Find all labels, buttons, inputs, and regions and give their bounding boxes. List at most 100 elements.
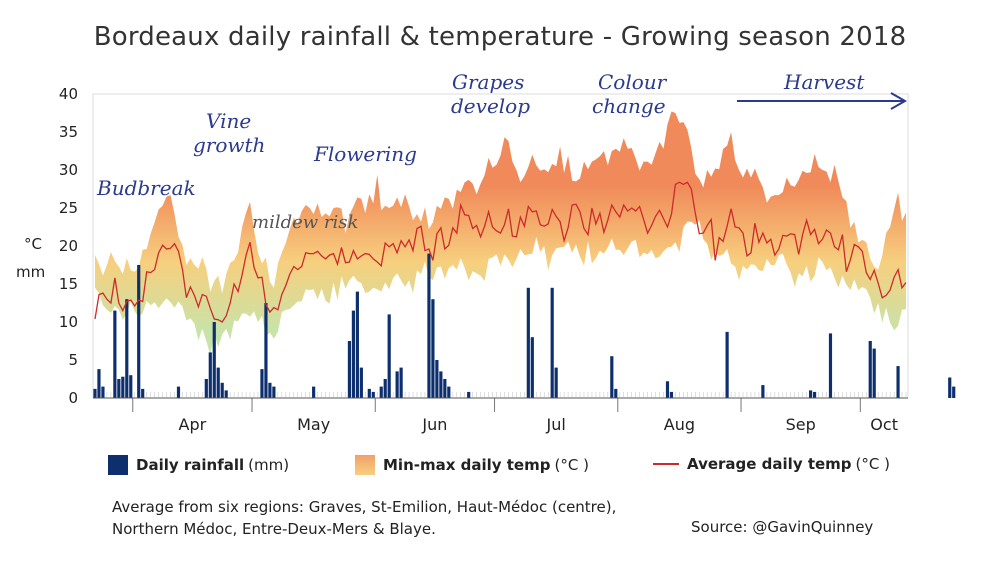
rainfall-bar [447, 386, 451, 398]
annotation-harvest: Harvest [783, 70, 865, 94]
rainfall-bar [439, 371, 443, 398]
x-month-label: May [297, 415, 330, 434]
legend-avg-temp-label: Average daily temp [687, 455, 852, 473]
annotation-vine-growth-line1: Vine [206, 109, 251, 133]
rainfall-bar [948, 377, 952, 398]
y-tick-label: 20 [59, 237, 78, 255]
rainfall-bar [141, 388, 145, 398]
rainfall-bar [351, 310, 355, 398]
rainfall-bar [367, 388, 371, 398]
legend-rainfall-label: Daily rainfall [136, 456, 245, 474]
rainfall-bar [121, 376, 125, 398]
x-month-label: Jun [421, 415, 447, 434]
rainfall-bar [93, 388, 97, 398]
rainfall-bar [224, 390, 228, 398]
y-unit-mm: mm [16, 263, 45, 281]
legend-rainfall-unit: (mm) [248, 456, 290, 474]
rainfall-bar [443, 379, 447, 398]
rainfall-bar [467, 391, 471, 398]
annotation-vine-growth-line2: growth [193, 133, 265, 157]
annotation-mildew-risk: mildew risk [252, 212, 358, 233]
source-credit: Source: @GavinQuinney [691, 518, 874, 536]
rainfall-bar [614, 388, 618, 398]
harvest-arrow-icon [737, 92, 908, 110]
rainfall-bar [355, 291, 359, 398]
rainfall-bar [665, 381, 670, 398]
annotation-colour-change: Colour change [592, 70, 668, 118]
y-tick-label: 15 [59, 275, 78, 293]
rainfall-bar [387, 314, 391, 398]
rainfall-bar [347, 341, 352, 398]
x-month-label: Jul [546, 415, 566, 434]
x-month-label: Oct [870, 415, 898, 434]
rainfall-bar [359, 367, 363, 398]
rainfall-bar [97, 369, 101, 398]
rainfall-bar [872, 348, 876, 398]
rainfall-bar [809, 390, 813, 398]
annotation-grapes-develop-line2: develop [451, 94, 530, 118]
annotation-flowering: Flowering [313, 142, 417, 166]
y-tick-label: 10 [59, 313, 78, 331]
y-tick-label: 40 [59, 85, 78, 103]
y-tick-label: 35 [59, 123, 78, 141]
y-tick-label: 0 [68, 389, 78, 407]
x-month-label: Sep [786, 415, 816, 434]
legend-temp-range: Min-max daily temp (°C ) [355, 455, 589, 475]
y-tick-label: 30 [59, 161, 78, 179]
average-temp-line [94, 181, 907, 323]
rainfall-bar [208, 352, 212, 398]
rainfall-bar [268, 382, 272, 398]
chart-title: Bordeaux daily rainfall & temperature - … [93, 22, 907, 52]
rainfall-bar [610, 356, 614, 398]
legend-temp-range-swatch [355, 455, 375, 475]
y-tick-label: 25 [59, 199, 78, 217]
rainfall-bar [554, 367, 558, 398]
x-month-label: Apr [179, 415, 207, 434]
rainfall-bar [431, 299, 435, 398]
legend-avg-temp: Average daily temp (°C ) [653, 455, 890, 473]
rainfall-bar [526, 287, 530, 398]
annotation-grapes-develop-line1: Grapes [452, 70, 524, 94]
y-tick-label: 5 [68, 351, 78, 369]
rainfall-bar [550, 287, 554, 398]
rainfall-bar [530, 337, 534, 398]
rainfall-bar [129, 375, 133, 398]
legend-avg-temp-swatch [653, 463, 679, 465]
rainfall-bar [896, 366, 900, 398]
rainfall-bar [176, 386, 181, 398]
rainfall-bar [220, 382, 224, 398]
rainfall-bar [725, 331, 729, 398]
y-unit-celsius: °C [24, 235, 42, 253]
rainfall-bar [264, 303, 268, 398]
legend-rainfall: Daily rainfall (mm) [108, 455, 289, 475]
rainfall-bar [113, 310, 117, 398]
rainfall-bar [117, 379, 121, 398]
annotation-colour-change-line1: Colour [598, 70, 668, 94]
annotation-budbreak: Budbreak [96, 176, 196, 200]
rainfall-bar [669, 391, 674, 398]
rainfall-bar [828, 333, 833, 398]
rainfall-bar [399, 367, 403, 398]
legend-temp-range-label: Min-max daily temp [383, 456, 551, 474]
rainfall-bars [93, 253, 956, 398]
legend-rainfall-swatch [108, 455, 128, 475]
rainfall-bar [371, 391, 375, 398]
y-axis: 0 5 10 15 20 25 30 35 40 [59, 85, 78, 407]
rainfall-bar [101, 386, 105, 398]
x-month-label: Aug [664, 415, 695, 434]
rainfall-bar [216, 367, 220, 398]
rainfall-bar [260, 369, 264, 398]
rainfall-bar [272, 386, 276, 398]
rainfall-bar [427, 253, 431, 398]
legend-avg-temp-unit: (°C ) [855, 455, 890, 473]
rainfall-bar [212, 322, 216, 398]
rainfall-bar [812, 391, 817, 398]
legend-temp-range-unit: (°C ) [554, 456, 589, 474]
rainfall-bar [395, 371, 399, 398]
x-axis: Apr May Jun Jul Aug Sep Oct [94, 392, 907, 434]
annotation-grapes-develop: Grapes develop [451, 70, 530, 118]
rainfall-bar [435, 360, 439, 398]
rainfall-bar [204, 379, 208, 398]
rainfall-bar [761, 385, 765, 398]
